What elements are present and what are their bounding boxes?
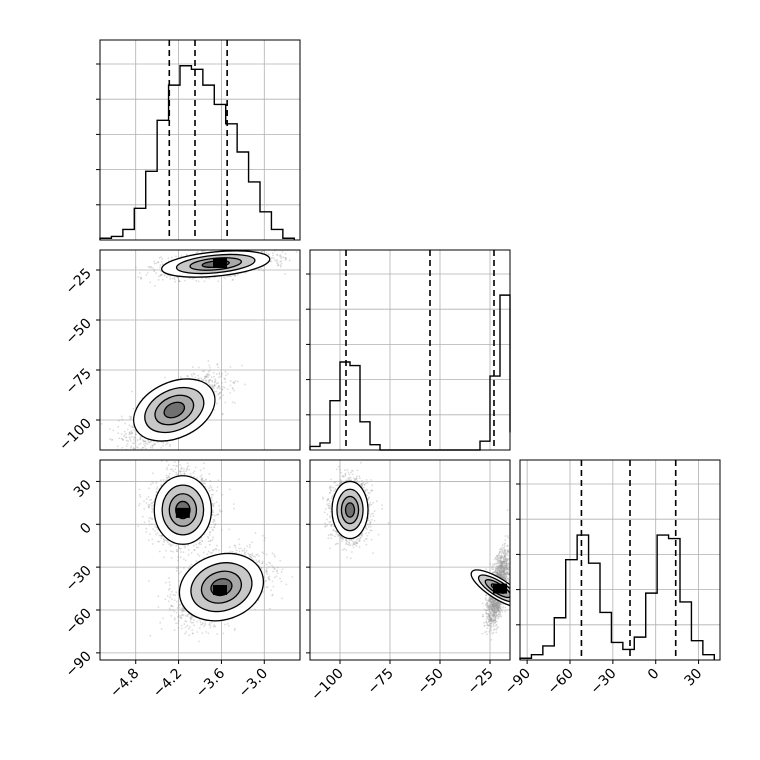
- contour: [344, 502, 356, 518]
- x-tick-label: −50: [415, 666, 447, 698]
- density-content: [322, 461, 510, 641]
- histogram-step: [519, 534, 715, 660]
- x-tick-label: −3.0: [236, 666, 271, 701]
- panel-frame: [99, 459, 301, 661]
- y-tick-label: −75: [63, 366, 95, 398]
- density-content: [137, 460, 294, 643]
- panel-frame: [519, 459, 721, 661]
- y-tick-label: −100: [56, 416, 95, 455]
- y-tick-label: −30: [63, 563, 95, 595]
- panel-frame: [99, 39, 301, 241]
- x-tick-label: −75: [365, 666, 397, 698]
- x-tick-label: −90: [502, 666, 534, 698]
- histogram-panel: [96, 39, 301, 241]
- y-tick-label: 30: [71, 477, 95, 501]
- x-tick-label: −4.8: [107, 666, 142, 701]
- density-panel: −100 −75 −50 −25: [306, 459, 511, 705]
- x-tick-label: −25: [465, 666, 497, 698]
- density-peak: [493, 583, 507, 594]
- density-peak: [213, 585, 227, 595]
- histogram-panel: [306, 249, 511, 451]
- panel-frame: [309, 459, 511, 661]
- x-tick-label: −60: [545, 666, 577, 698]
- y-tick-label: 0: [77, 520, 95, 538]
- x-tick-label: −4.2: [150, 666, 185, 701]
- x-tick-label: −30: [587, 666, 619, 698]
- x-tick-label: 30: [681, 666, 705, 690]
- panel-frame: [99, 249, 301, 451]
- x-tick-label: −100: [308, 666, 347, 705]
- contour: [163, 401, 186, 419]
- y-tick-label: −50: [63, 316, 95, 348]
- density-content: [100, 250, 298, 450]
- y-tick-label: −25: [63, 266, 95, 298]
- panel-frame: [309, 249, 511, 451]
- x-tick-label: 0: [645, 666, 663, 684]
- density-panel: −100 −75 −50 −25: [56, 249, 301, 455]
- y-tick-label: −60: [63, 606, 95, 638]
- histogram-panel: −90 −60 −30 0 30: [502, 459, 721, 698]
- histogram-step: [99, 65, 295, 240]
- y-tick-label: −90: [63, 648, 95, 680]
- density-panel: −90 −60 −30 0 30 −4.8 −4.2 −3.6 −3.0: [63, 459, 301, 701]
- density-peak: [213, 258, 227, 268]
- x-tick-label: −3.6: [193, 665, 228, 700]
- density-peak: [175, 507, 190, 518]
